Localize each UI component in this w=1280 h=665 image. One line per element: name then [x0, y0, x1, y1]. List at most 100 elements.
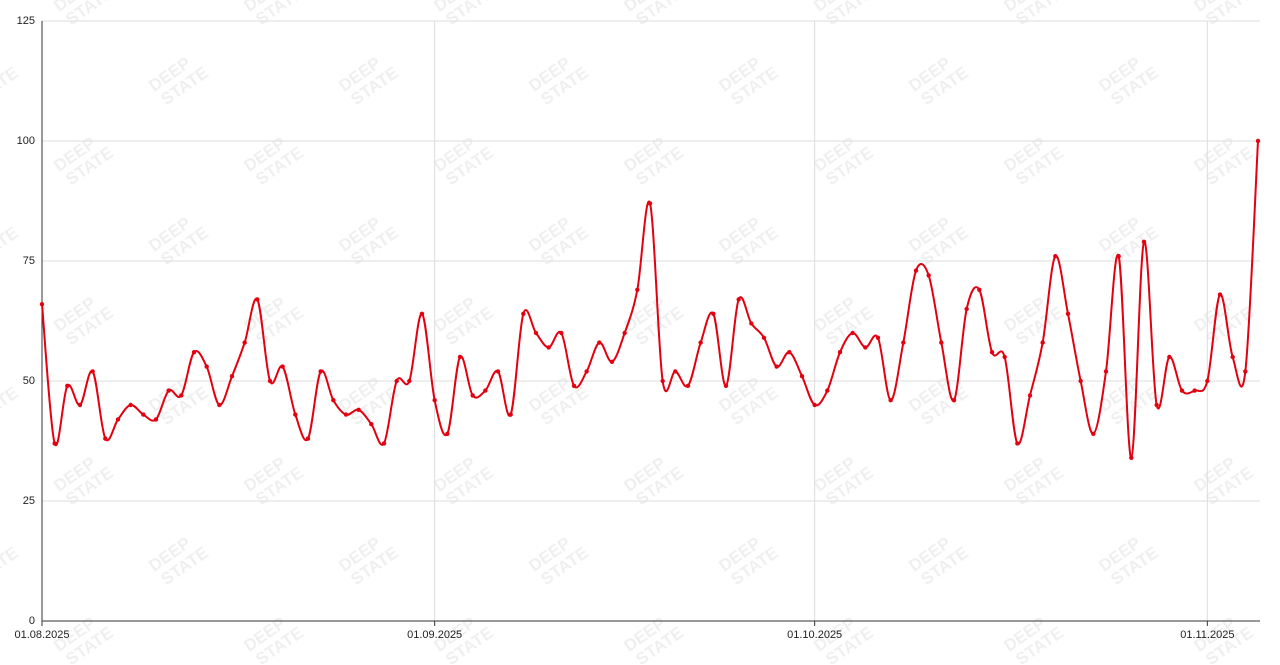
x-tick-label: 01.11.2025 [1180, 629, 1234, 641]
point [647, 201, 653, 206]
point [622, 330, 627, 336]
point [698, 340, 703, 345]
point [1027, 393, 1033, 398]
point [977, 287, 982, 292]
point [837, 350, 843, 355]
point [673, 369, 678, 374]
point [989, 350, 995, 355]
point [394, 378, 399, 384]
watermark-text: STATE [0, 543, 22, 589]
point [799, 374, 805, 379]
point [1015, 441, 1020, 446]
point [533, 330, 539, 336]
point [546, 345, 551, 350]
x-tick-label: 01.10.2025 [787, 629, 842, 641]
point [1002, 354, 1007, 360]
point [495, 369, 501, 374]
point [584, 369, 589, 374]
point [153, 417, 159, 422]
point [191, 350, 197, 355]
point [1091, 431, 1096, 436]
point [1040, 340, 1045, 345]
point [65, 383, 70, 388]
watermark-text: STATE [0, 63, 22, 109]
point [1167, 354, 1172, 360]
y-tick-label: 100 [17, 135, 35, 147]
point [939, 340, 944, 345]
point [863, 345, 868, 350]
point [52, 441, 57, 446]
point [90, 369, 95, 374]
point [179, 393, 184, 398]
watermark-text: STATE [0, 383, 22, 429]
point [825, 388, 830, 393]
point [343, 412, 349, 417]
point [901, 340, 906, 345]
point [1129, 455, 1134, 460]
point [432, 398, 437, 403]
point [1255, 138, 1261, 144]
point [1103, 369, 1109, 374]
y-tick-label: 125 [17, 15, 35, 27]
point [369, 422, 374, 427]
point [571, 383, 577, 388]
point [1179, 388, 1185, 393]
point [926, 273, 931, 278]
point [609, 359, 615, 364]
point [483, 388, 488, 393]
point [1243, 369, 1248, 374]
point [774, 364, 779, 369]
point [128, 402, 133, 408]
y-tick-label: 25 [23, 495, 35, 507]
point [736, 297, 741, 302]
point [508, 412, 513, 417]
point [419, 311, 425, 316]
point [204, 364, 209, 369]
line [41, 140, 1259, 459]
point [951, 398, 957, 403]
point [1230, 354, 1235, 360]
point [1053, 254, 1058, 259]
point [711, 311, 716, 316]
point [1192, 388, 1197, 393]
point [318, 369, 323, 374]
point [457, 354, 463, 360]
point [356, 407, 361, 412]
point [761, 335, 767, 340]
point [559, 330, 564, 336]
point [888, 398, 893, 403]
point [1141, 239, 1147, 244]
point [521, 311, 526, 316]
point [875, 335, 881, 340]
point [660, 378, 665, 384]
point [635, 287, 640, 292]
